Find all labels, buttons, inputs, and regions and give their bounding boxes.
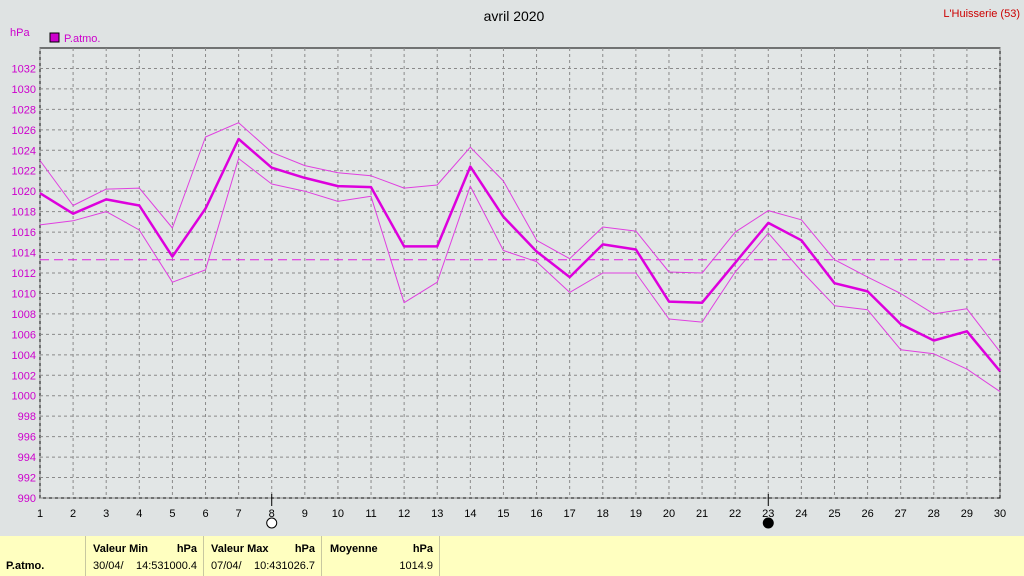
x-tick-label: 6 bbox=[202, 508, 208, 520]
stats-max-time: 10:43 bbox=[254, 560, 282, 572]
full-moon-icon bbox=[266, 517, 278, 529]
x-tick-label: 21 bbox=[696, 508, 708, 520]
y-tick-label: 1032 bbox=[12, 63, 36, 75]
x-tick-label: 19 bbox=[630, 508, 642, 520]
x-tick-label: 18 bbox=[597, 508, 609, 520]
y-tick-label: 1006 bbox=[12, 329, 36, 341]
stats-min-unit: hPa bbox=[176, 543, 197, 555]
y-tick-label: 1008 bbox=[12, 309, 36, 321]
stats-max-unit: hPa bbox=[294, 543, 315, 555]
y-tick-label: 998 bbox=[18, 411, 36, 423]
y-tick-label: 994 bbox=[18, 452, 36, 464]
stats-mean-cell: Moyenne hPa 1014.9 bbox=[322, 536, 440, 576]
y-tick-label: 1010 bbox=[12, 288, 36, 300]
stats-min-cell: Valeur Min hPa 30/04/ 14:53 1000.4 bbox=[86, 536, 204, 576]
x-tick-label: 17 bbox=[564, 508, 576, 520]
x-tick-label: 27 bbox=[895, 508, 907, 520]
y-tick-label: 1002 bbox=[12, 370, 36, 382]
y-tick-label: 1018 bbox=[12, 207, 36, 219]
stats-min-header: Valeur Min bbox=[93, 543, 149, 555]
stats-max-date: 07/04/ bbox=[211, 560, 242, 572]
x-tick-label: 8 bbox=[269, 508, 275, 520]
x-tick-label: 2 bbox=[70, 508, 76, 520]
x-tick-label: 22 bbox=[729, 508, 741, 520]
legend-swatch bbox=[49, 32, 60, 43]
y-tick-label: 1028 bbox=[12, 104, 36, 116]
y-tick-label: 1026 bbox=[12, 125, 36, 137]
series-line-min bbox=[39, 158, 1001, 393]
x-tick-label: 25 bbox=[828, 508, 840, 520]
x-axis-ticks: 1 2 3 4 5 6 7 8 9 10 11 12 13 14 15 16 17 18 19 20 21 22 23 24 2… bbox=[37, 508, 1006, 520]
x-tick-label: 11 bbox=[365, 508, 376, 520]
y-tick-label: 996 bbox=[18, 432, 36, 444]
y-tick-label: 1030 bbox=[12, 84, 36, 96]
series-line-max bbox=[39, 122, 1001, 353]
x-tick-label: 26 bbox=[861, 508, 873, 520]
stats-min-value: 1000.4 bbox=[163, 560, 197, 572]
y-tick-label: 1012 bbox=[12, 268, 36, 280]
series-lines bbox=[39, 122, 1001, 393]
stats-mean-header: Moyenne bbox=[330, 543, 378, 555]
y-tick-label: 1020 bbox=[12, 186, 36, 198]
x-tick-label: 12 bbox=[398, 508, 410, 520]
x-tick-label: 30 bbox=[994, 508, 1006, 520]
y-tick-label: 1000 bbox=[12, 391, 36, 403]
x-tick-label: 29 bbox=[961, 508, 973, 520]
stats-row-label-cell: P.atmo. bbox=[0, 536, 86, 576]
stats-max-cell: Valeur Max hPa 07/04/ 10:43 1026.7 bbox=[204, 536, 322, 576]
new-moon-icon bbox=[762, 517, 774, 529]
legend-label: P.atmo. bbox=[64, 33, 101, 45]
x-tick-label: 23 bbox=[762, 508, 774, 520]
stats-mean-value: 1014.9 bbox=[399, 560, 433, 572]
y-tick-label: 990 bbox=[18, 493, 36, 505]
station-label: L'Huisserie (53) bbox=[943, 8, 1020, 20]
stats-min-date: 30/04/ bbox=[93, 560, 124, 572]
y-tick-label: 992 bbox=[18, 473, 36, 485]
x-tick-label: 24 bbox=[795, 508, 807, 520]
x-tick-label: 20 bbox=[663, 508, 675, 520]
stats-row-label: P.atmo. bbox=[6, 560, 45, 572]
x-tick-label: 10 bbox=[332, 508, 344, 520]
x-tick-label: 14 bbox=[464, 508, 476, 520]
moon-phase-markers bbox=[266, 494, 774, 529]
series-line-mean bbox=[39, 137, 1001, 372]
stats-mean-unit: hPa bbox=[412, 543, 433, 555]
y-axis-ticks: 990 992 994 996 998 1000 1002 1004 1006 1008 1010 1… bbox=[12, 63, 36, 505]
x-tick-label: 4 bbox=[136, 508, 142, 520]
stats-max-header: Valeur Max bbox=[211, 543, 269, 555]
y-tick-label: 1014 bbox=[12, 248, 36, 260]
chart-title: avril 2020 bbox=[484, 8, 545, 24]
stats-min-time: 14:53 bbox=[136, 560, 164, 572]
x-tick-label: 15 bbox=[497, 508, 509, 520]
x-tick-label: 5 bbox=[169, 508, 175, 520]
y-tick-label: 1016 bbox=[12, 227, 36, 239]
x-tick-label: 1 bbox=[37, 508, 43, 520]
x-tick-label: 13 bbox=[431, 508, 443, 520]
y-tick-label: 1022 bbox=[12, 166, 36, 178]
x-tick-label: 7 bbox=[236, 508, 242, 520]
x-tick-label: 28 bbox=[928, 508, 940, 520]
x-tick-label: 16 bbox=[530, 508, 542, 520]
y-tick-label: 1004 bbox=[12, 350, 36, 362]
x-tick-label: 9 bbox=[302, 508, 308, 520]
y-axis-unit: hPa bbox=[10, 27, 30, 39]
y-tick-label: 1024 bbox=[12, 145, 36, 157]
stats-panel: P.atmo. Valeur Min hPa 30/04/ 14:53 1000… bbox=[0, 536, 1024, 576]
stats-max-value: 1026.7 bbox=[281, 560, 315, 572]
x-tick-label: 3 bbox=[103, 508, 109, 520]
pressure-chart: avril 2020 L'Huisserie (53) hPa P.atmo. … bbox=[10, 8, 1020, 529]
